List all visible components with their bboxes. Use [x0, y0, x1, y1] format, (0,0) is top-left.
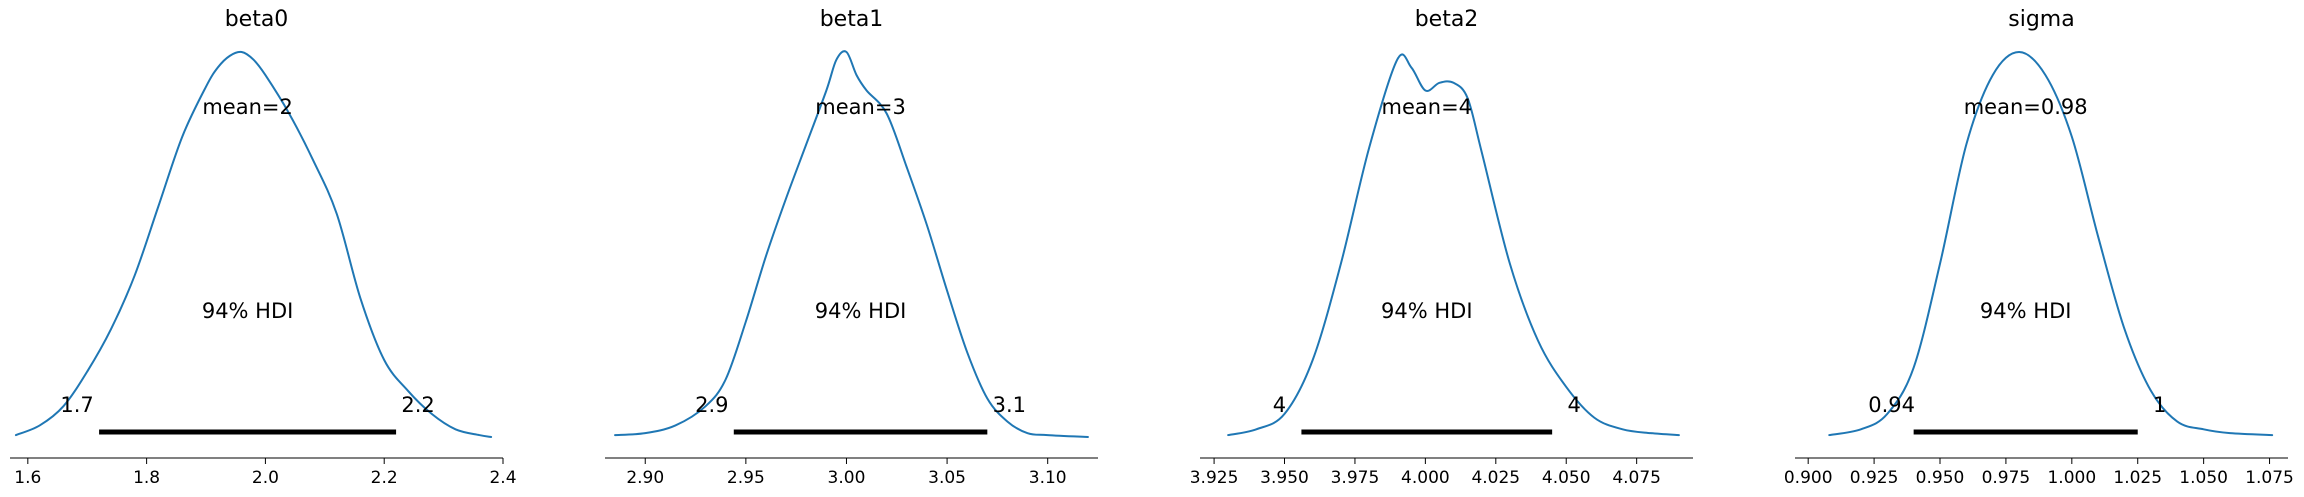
mean-label: mean=2 [202, 95, 293, 119]
panel-title: beta0 [225, 7, 289, 32]
mean-label: mean=4 [1382, 95, 1473, 119]
panel-title: beta1 [820, 7, 884, 32]
panel-title: sigma [2008, 7, 2074, 32]
panel-beta0: beta0 1.6 1.8 2.0 2.2 2.4 mean=2 94% HDI 1.7 2.2 [10, 7, 517, 488]
x-tick-label: 3.950 [1260, 468, 1309, 488]
hdi-high-label: 2.2 [401, 393, 434, 417]
x-tick-label: 1.025 [2113, 468, 2162, 488]
x-tick-label: 0.925 [1850, 468, 1899, 488]
x-tick-label: 3.975 [1331, 468, 1380, 488]
panel-beta1: beta1 2.90 2.95 3.00 3.05 3.10 mean=3 94% HDI 2.… [605, 7, 1098, 488]
hdi-low-label: 1.7 [60, 393, 93, 417]
panel-sigma: sigma 0.900 0.925 0.950 0.975 1.000 1.025 1.050… [1784, 7, 2294, 488]
x-tick-label: 1.000 [2047, 468, 2096, 488]
hdi-high-label: 4 [1567, 393, 1580, 417]
x-tick-label: 4.050 [1542, 468, 1591, 488]
x-tick-label: 0.975 [1982, 468, 2031, 488]
hdi-high-label: 3.1 [993, 393, 1026, 417]
x-tick-label: 1.8 [133, 468, 160, 488]
hdi-label: 94% HDI [1381, 299, 1473, 323]
density-curve [1828, 51, 2274, 437]
x-tick-label: 3.10 [1029, 468, 1067, 488]
hdi-low-label: 2.9 [695, 393, 728, 417]
x-tick-label: 3.05 [928, 468, 966, 488]
panel-beta2: beta2 3.925 3.950 3.975 4.000 4.025 4.050 4.075… [1190, 7, 1693, 488]
density-curve [14, 50, 493, 438]
hdi-low-label: 0.94 [1868, 393, 1915, 417]
x-tick-label: 1.6 [14, 468, 41, 488]
x-tick-label: 0.900 [1784, 468, 1833, 488]
panel-title: beta2 [1415, 7, 1479, 32]
mean-label: mean=0.98 [1964, 95, 2088, 119]
x-tick-label: 4.075 [1612, 468, 1661, 488]
x-tick-label: 0.950 [1916, 468, 1965, 488]
x-tick-label: 4.000 [1401, 468, 1450, 488]
x-tick-label: 1.075 [2245, 468, 2294, 488]
x-tick-label: 3.925 [1190, 468, 1239, 488]
x-tick-label: 2.4 [489, 468, 516, 488]
hdi-label: 94% HDI [1980, 299, 2072, 323]
x-tick-label: 2.2 [371, 468, 398, 488]
hdi-low-label: 4 [1273, 393, 1286, 417]
hdi-label: 94% HDI [202, 299, 294, 323]
density-curve [614, 50, 1089, 438]
x-tick-label: 2.95 [727, 468, 765, 488]
x-tick-label: 2.90 [626, 468, 664, 488]
density-curve [1227, 53, 1680, 437]
x-tick-label: 1.050 [2179, 468, 2228, 488]
hdi-label: 94% HDI [815, 299, 907, 323]
hdi-high-label: 1 [2153, 393, 2166, 417]
x-tick-label: 2.0 [252, 468, 279, 488]
x-tick-label: 4.025 [1471, 468, 1520, 488]
x-tick-label: 3.00 [828, 468, 866, 488]
mean-label: mean=3 [815, 95, 906, 119]
